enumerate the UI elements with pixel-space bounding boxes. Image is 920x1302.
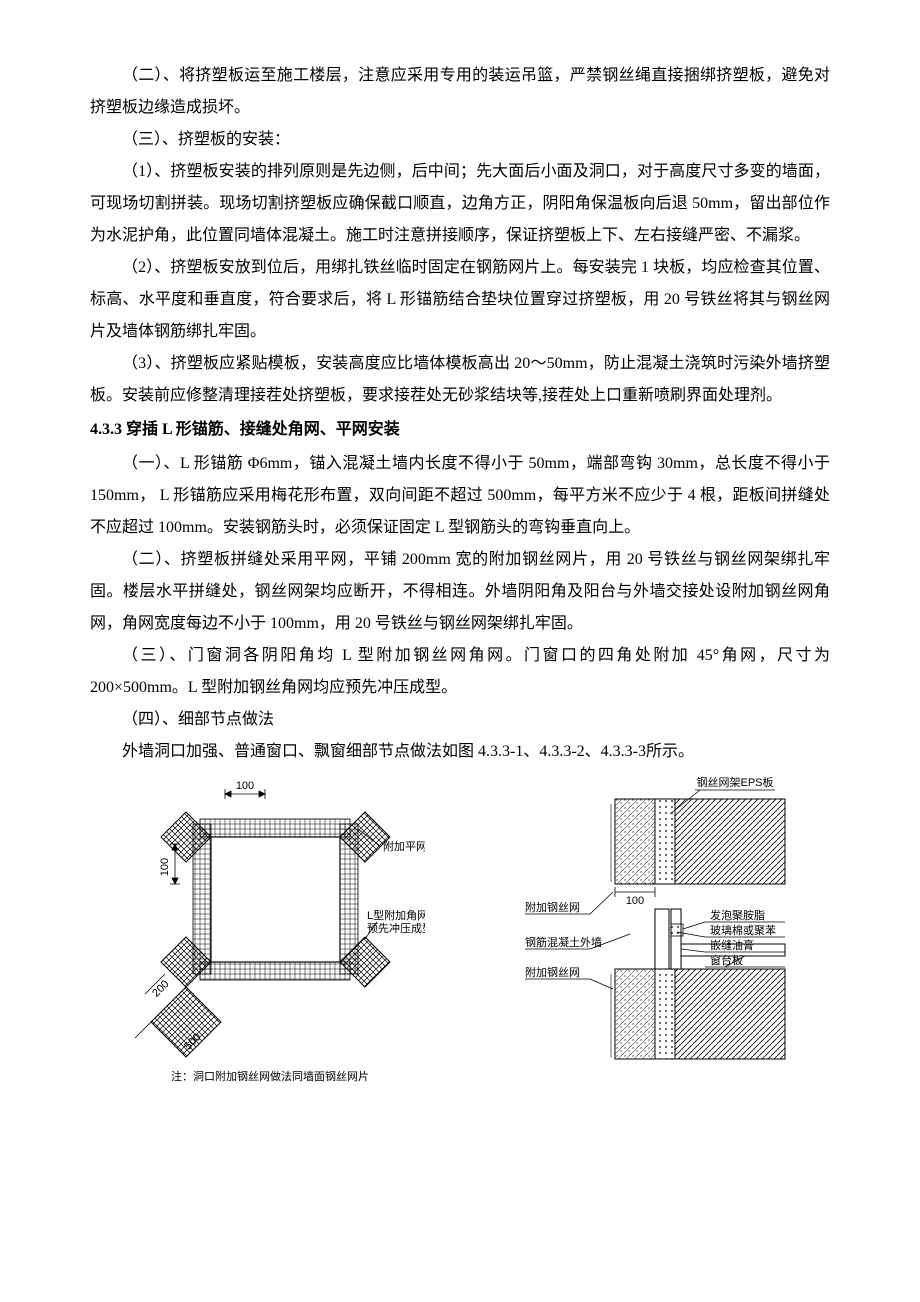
label-mesh-lower: 附加钢丝网 [525,965,580,979]
paragraph-4-3-3-2: （二）、挤塑板拼缝处采用平网，平铺 200mm 宽的附加钢丝网片，用 20 号铁… [90,544,830,640]
section-heading-4-3-3: 4.3.3 穿插 L 形锚筋、接缝处角网、平网安装 [90,414,830,446]
paragraph-4-3-3-3: （三）、门窗洞各阴阳角均 L 型附加钢丝网角网。门窗口的四角处附加 45°角网，… [90,640,830,704]
label-prepress: 预先冲压成型 [367,921,425,935]
figure-left-footnote: 注：洞口附加钢丝网做法同墙面钢丝网片 [171,1066,369,1088]
paragraph-3-2: （2）、挤塑板安放到位后，用绑扎铁丝临时固定在钢筋网片上。每安装完 1 块板，均… [90,252,830,348]
paragraph-3-3: （3）、挤塑板应紧贴模板，安装高度应比墙体模板高出 20～50mm，防止混凝土浇… [90,348,830,412]
figure-right-column: 钢丝网架EPS板 100 [470,774,830,1064]
paragraph-2-transport: （二）、将挤塑板运至施工楼层，注意应采用专用的装运吊篮，严禁钢丝绳直接捆绑挤塑板… [90,60,830,124]
label-mesh-upper: 附加钢丝网 [525,900,580,914]
paragraph-3-1: （1）、挤塑板安装的排列原则是先边侧，后中间；先大面后小面及洞口，对于高度尺寸多… [90,156,830,252]
label-concrete-wall: 钢筋混凝土外墙 [525,935,602,949]
figure-row: 100 100 200 500 附加平网 L型附加角网 预先冲压成型 [90,774,830,1088]
label-foam: 发泡聚胺脂 [710,908,765,922]
paragraph-3-install-heading: （三）、挤塑板的安装： [90,124,830,156]
figure-window-section: 钢丝网架EPS板 100 [495,774,805,1064]
label-l-angle-mesh: L型附加角网 [367,908,425,922]
paragraph-4-3-3-figref: 外墙洞口加强、普通窗口、飘窗细部节点做法如图 4.3.3-1、4.3.3-2、4… [90,736,830,768]
figure-left-column: 100 100 200 500 附加平网 L型附加角网 预先冲压成型 [90,774,450,1088]
label-sealant: 嵌缝油膏 [710,938,754,952]
dim-200: 200 [150,978,171,999]
dim-top: 100 [236,780,254,792]
label-flat-mesh: 附加平网 [383,839,425,853]
figure-opening-reinforcement: 100 100 200 500 附加平网 L型附加角网 预先冲压成型 [115,774,425,1064]
dim-100-right: 100 [626,895,644,907]
label-eps-board: 钢丝网架EPS板 [696,775,773,789]
dim-left: 100 [159,858,171,876]
label-sill: 窗台板 [710,953,743,967]
label-glass-wool: 玻璃棉或聚苯 [710,923,776,937]
paragraph-4-3-3-4: （四）、细部节点做法 [90,704,830,736]
paragraph-4-3-3-1: （一）、L 形锚筋 Φ6mm，锚入混凝土墙内长度不得小于 50mm，端部弯钩 3… [90,448,830,544]
